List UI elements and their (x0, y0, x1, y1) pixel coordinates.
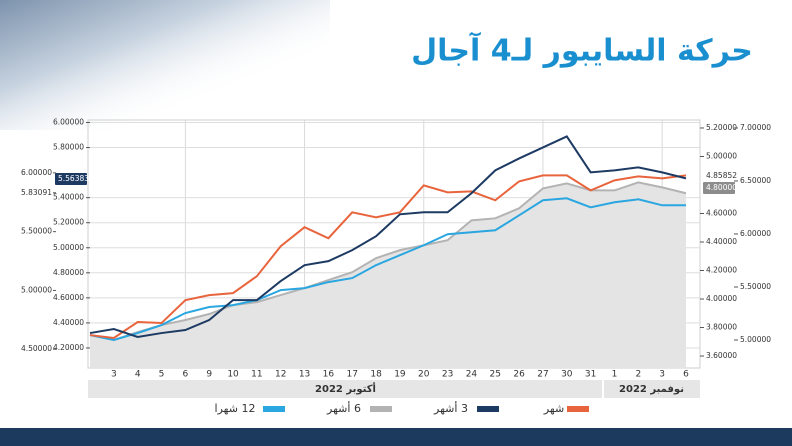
y-tick-label: 3.80000 (706, 323, 737, 332)
y-tick-label: 5.00000 (53, 243, 84, 252)
x-tick-label: 6 (683, 370, 689, 380)
badge-label: 4.80000 (706, 183, 737, 192)
series-line (89, 197, 686, 341)
y-tick-label: 5.83091 (21, 188, 52, 197)
group-label: أكتوبر 2022 (315, 382, 376, 395)
x-tick-label: 6 (182, 370, 188, 380)
x-tick-label: 11 (251, 370, 262, 380)
y-tick-label: 3.60000 (706, 351, 737, 360)
y-tick-label: 5.50000 (21, 227, 52, 236)
y-tick-label: 6.00000 (53, 118, 84, 127)
y-tick-label: 4.60000 (706, 208, 737, 217)
y-tick-label: 4.40000 (53, 318, 84, 327)
x-tick-label: 13 (299, 370, 310, 380)
x-tick-label: 20 (418, 370, 430, 380)
series-line (89, 135, 687, 338)
x-tick-label: 23 (442, 370, 453, 380)
legend-label: شهر (543, 402, 564, 415)
legend-swatch (567, 406, 589, 412)
y-tick-label: 4.00000 (706, 294, 737, 303)
badge-label: 4.85852 (706, 171, 737, 180)
x-tick-label: 17 (347, 370, 358, 380)
background-photo (0, 0, 330, 130)
y-tick-label: 7.00000 (740, 123, 771, 132)
y-tick-label: 4.80000 (53, 268, 84, 277)
y-tick-label: 6.00000 (21, 168, 52, 177)
badge-label: 5.56383 (58, 174, 89, 183)
y-tick-label: 5.00000 (740, 335, 771, 344)
y-tick-label: 5.80000 (53, 143, 84, 152)
x-tick-label: 25 (490, 370, 501, 380)
x-tick-label: 4 (135, 370, 141, 380)
x-tick-label: 2 (635, 370, 641, 380)
chart-title: حركة السايبور لـ4 آجال (411, 32, 753, 69)
y-tick-label: 4.40000 (706, 237, 737, 246)
x-tick-label: 26 (513, 370, 525, 380)
legend-swatch (370, 406, 392, 412)
x-tick-label: 3 (111, 370, 117, 380)
legend-swatch (477, 406, 499, 412)
area (90, 182, 686, 368)
x-tick-label: 31 (585, 370, 596, 380)
x-tick-label: 1 (612, 370, 618, 380)
legend-swatch (263, 406, 285, 412)
x-tick-label: 12 (275, 370, 286, 380)
x-tick-label: 9 (206, 370, 212, 380)
x-tick-label: 5 (159, 370, 165, 380)
y-tick-label: 6.00000 (740, 229, 771, 238)
x-tick-label: 10 (227, 370, 239, 380)
x-tick-label: 18 (370, 370, 382, 380)
footer-band (0, 428, 792, 446)
legend-label: 6 أشهر (326, 401, 361, 415)
value-badge (703, 182, 735, 194)
y-tick-label: 4.60000 (53, 293, 84, 302)
series-line (89, 174, 687, 339)
x-tick-label: 27 (537, 370, 548, 380)
x-tick-label: 24 (466, 370, 478, 380)
group-row (88, 380, 700, 398)
y-tick-label: 5.50000 (740, 282, 771, 291)
x-tick-label: 3 (659, 370, 665, 380)
x-tick-label: 30 (561, 370, 573, 380)
x-tick-label: 16 (323, 370, 335, 380)
series-line (89, 181, 687, 341)
y-tick-label: 4.50000 (21, 344, 52, 353)
y-tick-label: 5.20000 (53, 218, 84, 227)
legend-label: 12 شهرا (215, 402, 256, 415)
legend-label: 3 أشهر (433, 401, 468, 415)
value-badge (55, 173, 87, 185)
y-tick-label: 4.20000 (53, 343, 84, 352)
y-tick-label: 5.00000 (706, 151, 737, 160)
y-tick-label: 5.00000 (21, 285, 52, 294)
y-tick-label: 5.20000 (706, 123, 737, 132)
x-tick-label: 19 (394, 370, 406, 380)
y-tick-label: 4.20000 (706, 266, 737, 275)
y-tick-label: 5.40000 (53, 193, 84, 202)
group-label: نوفمبر 2022 (619, 384, 684, 395)
y-tick-label: 6.50000 (740, 176, 771, 185)
